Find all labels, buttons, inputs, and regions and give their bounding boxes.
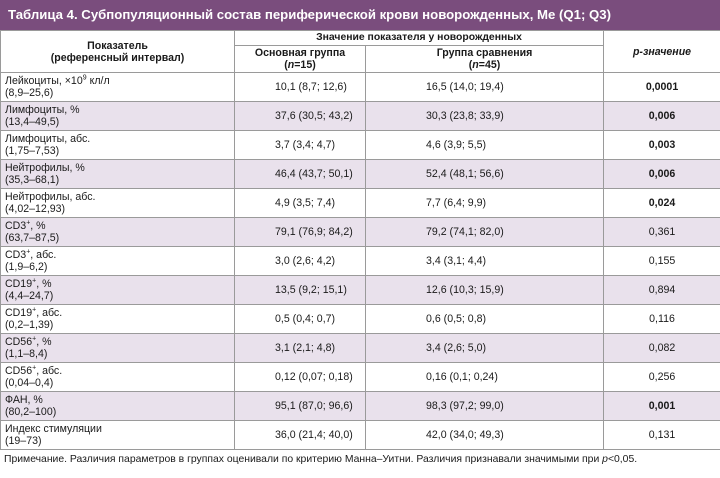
table-row: CD56+, % (1,1–8,4) 3,1 (2,1; 4,8) 3,4 (2,6;… [0,333,720,363]
main-group-value: 3,7 (3,4; 4,7) [234,130,366,160]
comparison-group-value: 3,4 (2,6; 5,0) [364,333,605,363]
table-title: Таблица 4. Субпопуляционный состав периф… [0,0,720,30]
p-value: 0,0001 [603,72,720,102]
indicator-cell: CD56+, абс. (0,04–0,4) [0,362,235,392]
comparison-group-value: 4,6 (3,9; 5,5) [364,130,605,160]
indicator-cell: CD56+, % (1,1–8,4) [0,333,235,363]
header-p-value: p-значение [603,30,720,73]
main-group-value: 36,0 (21,4; 40,0) [234,420,366,450]
table-row: Индекс стимуляции (19–73) 36,0 (21,4; 40,0… [0,420,720,450]
table-footnote: Примечание. Различия параметров в группа… [4,454,638,465]
table-row: Лейкоциты, ×109 кл/л (8,9–25,6) 10,1 (8,7;… [0,72,720,102]
comparison-group-value: 30,3 (23,8; 33,9) [364,101,605,131]
table-row: CD56+, абс. (0,04–0,4) 0,12 (0,07; 0,18) 0,… [0,362,720,392]
main-group-value: 3,0 (2,6; 4,2) [234,246,366,276]
indicator-cell: CD3+, абс. (1,9–6,2) [0,246,235,276]
comparison-group-value: 0,16 (0,1; 0,24) [364,362,605,392]
header-main-group: Основная группа (n=15) [234,45,366,73]
p-value: 0,001 [603,391,720,421]
main-group-value: 79,1 (76,9; 84,2) [234,217,366,247]
p-value: 0,894 [603,275,720,305]
header-comparison-group: Группа сравнения (n=45) [364,45,605,73]
p-value: 0,155 [603,246,720,276]
comparison-group-value: 0,6 (0,5; 0,8) [364,304,605,334]
p-value: 0,116 [603,304,720,334]
main-group-value: 95,1 (87,0; 96,6) [234,391,366,421]
indicator-cell: Лимфоциты, % (13,4–49,5) [0,101,235,131]
p-value: 0,082 [603,333,720,363]
indicator-cell: CD19+, % (4,4–24,7) [0,275,235,305]
comparison-group-value: 98,3 (97,2; 99,0) [364,391,605,421]
table-row: ФАН, % (80,2–100) 95,1 (87,0; 96,6) 98,3 (9… [0,391,720,421]
p-value: 0,361 [603,217,720,247]
table-row: Лимфоциты, % (13,4–49,5) 37,6 (30,5; 43,2)… [0,101,720,131]
comparison-group-value: 52,4 (48,1; 56,6) [364,159,605,189]
main-group-value: 4,9 (3,5; 7,4) [234,188,366,218]
indicator-cell: Нейтрофилы, % (35,3–68,1) [0,159,235,189]
indicator-cell: CD19+, абс. (0,2–1,39) [0,304,235,334]
p-value: 0,131 [603,420,720,450]
table-row: CD3+, % (63,7–87,5) 79,1 (76,9; 84,2) 79,2 … [0,217,720,247]
indicator-cell: CD3+, % (63,7–87,5) [0,217,235,247]
p-value: 0,024 [603,188,720,218]
indicator-cell: Лейкоциты, ×109 кл/л (8,9–25,6) [0,72,235,102]
table-row: CD19+, % (4,4–24,7) 13,5 (9,2; 15,1) 12,6 (… [0,275,720,305]
main-group-value: 3,1 (2,1; 4,8) [234,333,366,363]
main-group-value: 46,4 (43,7; 50,1) [234,159,366,189]
comparison-group-value: 42,0 (34,0; 49,3) [364,420,605,450]
comparison-group-value: 79,2 (74,1; 82,0) [364,217,605,247]
indicator-cell: Индекс стимуляции (19–73) [0,420,235,450]
comparison-group-value: 7,7 (6,4; 9,9) [364,188,605,218]
main-group-value: 0,5 (0,4; 0,7) [234,304,366,334]
p-value: 0,003 [603,130,720,160]
table-row: Лимфоциты, абс. (1,75–7,53) 3,7 (3,4; 4,7)… [0,130,720,160]
main-group-value: 37,6 (30,5; 43,2) [234,101,366,131]
main-group-value: 10,1 (8,7; 12,6) [234,72,366,102]
comparison-group-value: 3,4 (3,1; 4,4) [364,246,605,276]
p-value: 0,006 [603,159,720,189]
p-value: 0,256 [603,362,720,392]
table-row: Нейтрофилы, абс. (4,02–12,93) 4,9 (3,5; 7,… [0,188,720,218]
header-group-values: Значение показателя у новорожденных [233,30,605,46]
indicator-cell: Лимфоциты, абс. (1,75–7,53) [0,130,235,160]
p-value: 0,006 [603,101,720,131]
main-group-value: 0,12 (0,07; 0,18) [234,362,366,392]
table-row: CD3+, абс. (1,9–6,2) 3,0 (2,6; 4,2) 3,4 (3,… [0,246,720,276]
main-group-value: 13,5 (9,2; 15,1) [234,275,366,305]
indicator-cell: ФАН, % (80,2–100) [0,391,235,421]
data-table: Показатель (референсный интервал) Значен… [0,30,720,450]
comparison-group-value: 16,5 (14,0; 19,4) [364,72,605,102]
header-indicator: Показатель (референсный интервал) [0,30,235,73]
indicator-cell: Нейтрофилы, абс. (4,02–12,93) [0,188,235,218]
table-row: Нейтрофилы, % (35,3–68,1) 46,4 (43,7; 50,1… [0,159,720,189]
table-row: CD19+, абс. (0,2–1,39) 0,5 (0,4; 0,7) 0,6 (… [0,304,720,334]
comparison-group-value: 12,6 (10,3; 15,9) [364,275,605,305]
